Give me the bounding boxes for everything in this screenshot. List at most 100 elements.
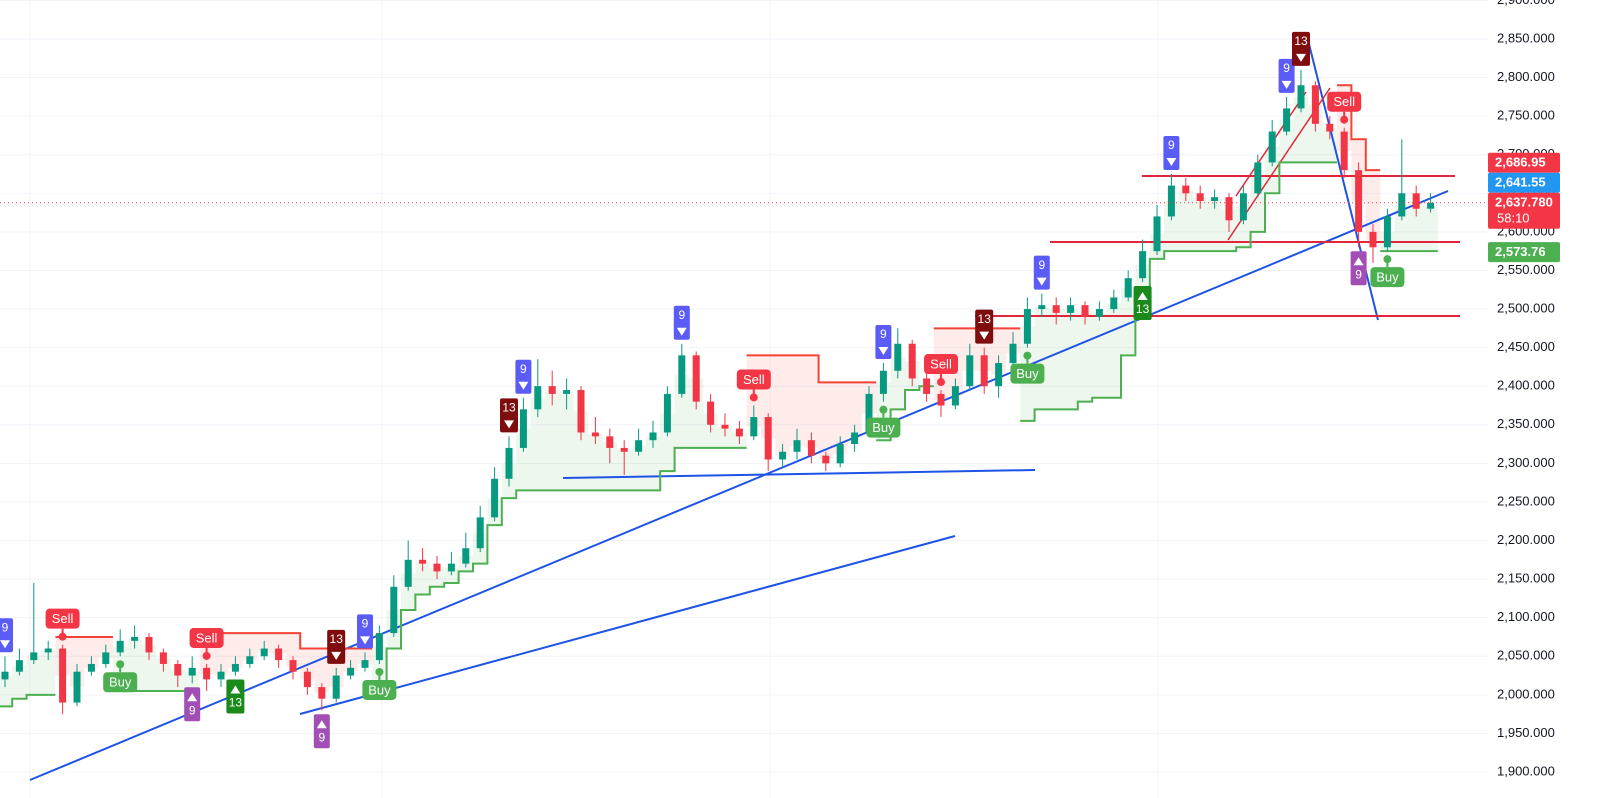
signal-arrow bbox=[331, 651, 342, 660]
candle-body bbox=[491, 478, 499, 518]
signal-box bbox=[1350, 251, 1367, 286]
candle-body bbox=[303, 671, 311, 688]
signal-label: Sell bbox=[1333, 94, 1355, 109]
signal-box bbox=[1327, 91, 1362, 112]
y-tick-label: 2,000.000 bbox=[1497, 686, 1555, 701]
signal-label: Buy bbox=[1016, 366, 1039, 381]
signal-label: Buy bbox=[872, 420, 895, 435]
vertical-grid bbox=[29, 0, 1159, 798]
signal-label: 9 bbox=[1168, 138, 1175, 152]
candle-body bbox=[822, 455, 830, 464]
candle-body bbox=[519, 409, 527, 448]
signal-setup-down: 9 bbox=[357, 614, 373, 649]
signals: 9 Sell Buy 9 Sell 13 9 13 9 Buy 13 9 9 Sell 9 Buy Sell 13… bbox=[0, 31, 1405, 749]
candle-body bbox=[1225, 197, 1233, 221]
y-tick-label: 2,300.000 bbox=[1497, 455, 1555, 470]
y-tick-label: 2,750.000 bbox=[1497, 108, 1555, 123]
candle-body bbox=[1427, 202, 1435, 209]
candle-body bbox=[894, 343, 902, 371]
supertrend-line bbox=[1337, 84, 1381, 172]
candle-body bbox=[1211, 197, 1219, 202]
candle-body bbox=[735, 428, 743, 437]
trend-fill bbox=[199, 633, 373, 693]
signal-label: 13 bbox=[978, 312, 992, 326]
signal-arrow bbox=[1281, 80, 1292, 89]
candle-body bbox=[447, 563, 455, 572]
signal-label: 9 bbox=[2, 620, 9, 634]
candle-body bbox=[966, 355, 974, 387]
signal-box bbox=[1292, 31, 1310, 66]
y-tick-label: 2,550.000 bbox=[1497, 262, 1555, 277]
candle-body bbox=[1110, 297, 1118, 310]
signal-box bbox=[189, 627, 224, 648]
signal-arrow bbox=[676, 327, 687, 336]
signal-label: Buy bbox=[368, 682, 391, 697]
signal-label: 9 bbox=[1355, 267, 1362, 281]
candle-body bbox=[937, 393, 945, 406]
signal-arrow bbox=[1296, 53, 1306, 62]
candle-body bbox=[1340, 131, 1348, 171]
signal-buy: Buy bbox=[103, 660, 138, 693]
candle-body bbox=[635, 440, 643, 452]
candle-body bbox=[951, 386, 959, 406]
candle-body bbox=[116, 640, 124, 653]
signal-label: Sell bbox=[743, 372, 765, 387]
candle-body bbox=[159, 652, 167, 664]
candle-body bbox=[750, 417, 758, 437]
y-tick-label: 2,400.000 bbox=[1497, 378, 1555, 393]
signal-label: Buy bbox=[1376, 270, 1399, 285]
candle-body bbox=[1009, 343, 1017, 364]
candle-body bbox=[203, 667, 211, 680]
candle-body bbox=[1153, 216, 1161, 252]
candle-body bbox=[318, 687, 326, 699]
candle-body bbox=[1398, 193, 1406, 217]
signal-label: 9 bbox=[362, 617, 369, 631]
signal-box bbox=[1133, 286, 1152, 321]
candle-body bbox=[534, 386, 542, 410]
candle-body bbox=[1326, 123, 1334, 132]
signal-label: 13 bbox=[1294, 34, 1308, 48]
candle-body bbox=[375, 633, 383, 661]
candle-body bbox=[404, 559, 412, 587]
signal-arrow bbox=[518, 381, 529, 390]
signal-arrow bbox=[979, 331, 990, 340]
candle-body bbox=[1369, 231, 1377, 248]
candle-body bbox=[433, 563, 441, 572]
price-tag-label: 2,573.76 bbox=[1495, 244, 1546, 259]
candle-body bbox=[1297, 85, 1305, 109]
candle-body bbox=[390, 586, 398, 634]
signal-label: 13 bbox=[502, 401, 516, 415]
signal-sell: Sell bbox=[1327, 91, 1362, 124]
signal-label: Sell bbox=[930, 356, 952, 371]
signal-box bbox=[866, 417, 901, 438]
signal-label: 9 bbox=[678, 308, 685, 322]
candle-body bbox=[15, 660, 23, 672]
candle-body bbox=[678, 355, 686, 394]
price-tag bbox=[1488, 152, 1560, 173]
signal-buy: Buy bbox=[1010, 351, 1045, 384]
signal-buy: Buy bbox=[1370, 255, 1405, 288]
signal-arrow bbox=[316, 720, 327, 729]
signal-box bbox=[673, 305, 690, 340]
signal-arrow bbox=[360, 636, 370, 645]
candle-body bbox=[332, 675, 340, 699]
signal-setup-down: 9 bbox=[1163, 135, 1180, 170]
candle-body bbox=[836, 444, 844, 464]
signal-box bbox=[103, 672, 138, 693]
grid bbox=[0, 0, 1488, 773]
candle-body bbox=[1355, 170, 1363, 232]
supertrend bbox=[0, 84, 1438, 708]
signal-box bbox=[515, 359, 532, 394]
signal-box bbox=[327, 629, 346, 664]
candle-body bbox=[289, 660, 297, 672]
price-axis: 1,900.000 1,950.000 2,000.000 2,050.000 2,10… bbox=[0, 0, 1560, 778]
supertrend-line bbox=[372, 446, 747, 689]
candle-body bbox=[419, 559, 427, 564]
candle-body bbox=[707, 401, 715, 425]
candle-body bbox=[1311, 85, 1319, 124]
signal-buy: Buy bbox=[866, 405, 901, 438]
signal-box bbox=[924, 354, 958, 375]
candle-body bbox=[347, 667, 355, 676]
signal-arrow bbox=[504, 420, 514, 429]
signal-arrow bbox=[1166, 157, 1177, 166]
